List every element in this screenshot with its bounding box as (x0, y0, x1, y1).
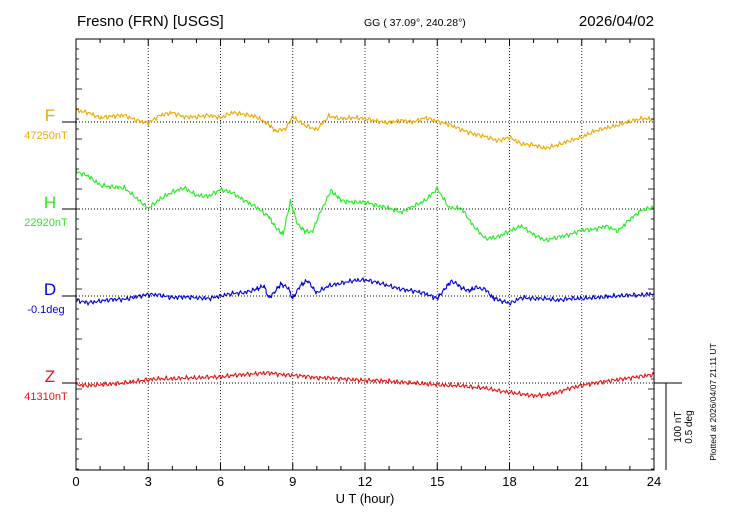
series-label-d: D (44, 280, 56, 299)
x-tick-label: 6 (217, 474, 224, 489)
series-line-z (75, 370, 655, 399)
series-label-h: H (44, 193, 56, 212)
x-tick-label: 3 (145, 474, 152, 489)
x-tick-labels: 0 3 6 9 12 15 18 21 24 (72, 474, 661, 489)
scale-bar-deg-label: 0.5 deg (684, 410, 695, 443)
series-label-f: F (45, 106, 55, 125)
date-label: 2026/04/02 (579, 13, 654, 30)
x-tick-label: 18 (502, 474, 516, 489)
x-tick-label: 21 (575, 474, 589, 489)
series-baselines (62, 121, 654, 384)
series-baseline-value-z: 41310nT (24, 391, 68, 403)
series-label-z: Z (45, 367, 55, 386)
scale-bar-nt-label: 100 nT (673, 411, 684, 442)
series-baseline-value-f: 47250nT (24, 130, 68, 142)
x-tick-label: 15 (430, 474, 444, 489)
series-line-d (75, 277, 655, 306)
series-line-f (75, 108, 655, 151)
plotted-at-note: Plotted at 2026/04/07 21:11 UT (708, 343, 718, 461)
series-baseline-value-d: -0.1deg (27, 304, 64, 316)
series-baseline-value-h: 22920nT (24, 217, 68, 229)
x-axis-label: U T (hour) (336, 491, 395, 506)
series-labels: F 47250nT H 22920nT D -0.1deg Z 41310nT (24, 106, 68, 403)
plot-frame (75, 38, 655, 471)
coordinates-label: GG ( 37.09°, 240.28°) (364, 17, 466, 29)
data-series (75, 108, 655, 399)
x-tick-label: 0 (72, 474, 79, 489)
station-title: Fresno (FRN) [USGS] (77, 13, 224, 30)
series-line-h (75, 169, 655, 243)
x-tick-label: 9 (289, 474, 296, 489)
x-tick-label: 24 (647, 474, 661, 489)
x-tick-label: 12 (358, 474, 372, 489)
